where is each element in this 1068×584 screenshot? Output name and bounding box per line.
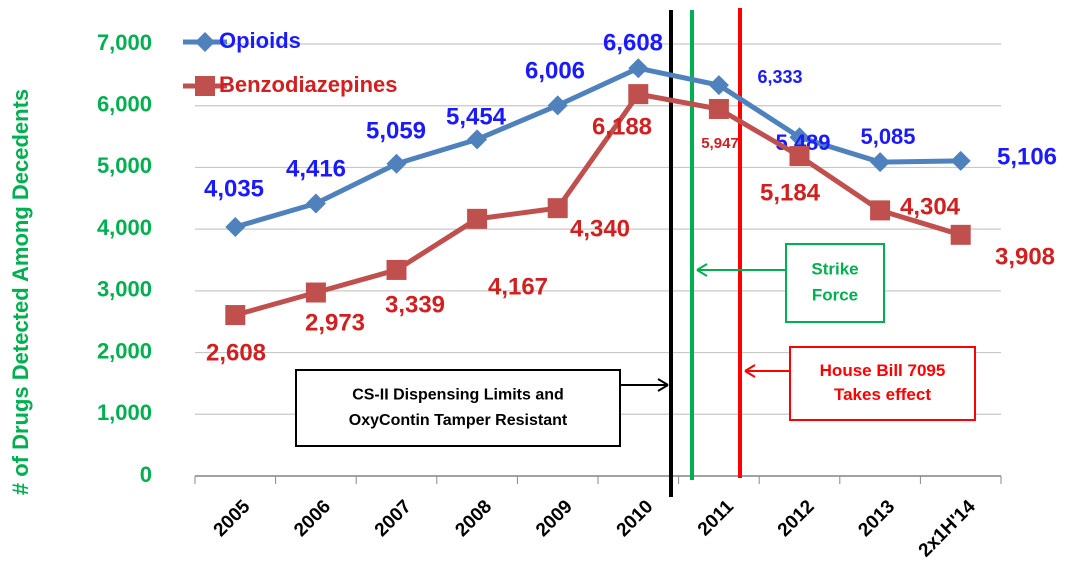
data-label: 5,184 [760,179,821,206]
data-label: 6,333 [757,67,802,87]
series-line [234,91,962,318]
y-tick-label: 3,000 [97,277,152,302]
marker [708,75,729,96]
marker [305,193,326,214]
data-label: 5,085 [860,124,915,149]
annotation-text: OxyContin Tamper Resistant [349,412,568,429]
series-line [234,65,961,230]
data-label: 4,340 [570,215,630,242]
x-tick-label: 2007 [371,496,416,541]
data-label: 5,106 [997,143,1057,170]
data-label: 2,608 [206,339,266,366]
marker [305,282,326,303]
data-label: 4,167 [488,273,548,300]
marker [789,146,810,167]
legend-label: Opioids [219,28,301,53]
marker [547,198,568,219]
annotation-box [789,346,976,421]
marker [225,216,246,237]
marker [225,305,246,326]
data-label: 6,608 [603,29,663,56]
x-tick-label: 2005 [210,496,255,541]
arrow-head [696,263,708,277]
x-tick-label: 2012 [774,496,819,541]
marker [386,259,407,280]
marker [386,153,407,174]
legend-marker [195,76,215,96]
x-tick-label: 2006 [290,496,335,541]
marker [870,152,891,173]
y-tick-label: 7,000 [97,30,152,55]
x-tick-label: 2009 [532,496,577,541]
y-tick-label: 0 [140,462,152,487]
marker [547,95,568,116]
annotation-text: Takes effect [834,385,931,404]
marker [467,129,488,150]
annotation-text: Strike [811,259,858,278]
x-tick-label: 2011 [694,496,738,540]
y-tick-label: 6,000 [97,92,152,117]
annotation-text: CS-II Dispensing Limits and [352,387,564,404]
data-label: 6,006 [525,57,585,84]
x-tick-label: 2x1H'14 [915,496,980,561]
annotation-text: Force [812,285,858,304]
data-label: 2,973 [305,309,365,336]
data-label: 5,454 [446,103,507,130]
marker [467,208,488,229]
y-tick-label: 4,000 [97,215,152,240]
marker [789,127,810,148]
arrow-head [744,364,756,378]
legend-label: Benzodiazepines [219,72,397,97]
data-label: 5,059 [366,117,426,144]
data-label: 4,416 [286,155,346,182]
x-tick-label: 2008 [451,496,496,541]
data-label: 4,304 [900,193,961,220]
x-tick-label: 2010 [613,496,658,541]
y-tick-label: 5,000 [97,153,152,178]
data-label: 6,188 [592,113,652,140]
marker [870,200,891,221]
arrow-head [657,378,669,392]
marker [708,98,729,119]
y-tick-label: 1,000 [97,400,152,425]
data-label: 3,908 [995,243,1055,270]
marker [628,58,649,79]
data-label: 4,035 [204,175,264,202]
marker [950,150,971,171]
annotation-box [295,369,621,447]
y-axis-label: # of Drugs Detected Among Decedents [8,89,33,495]
legend-marker [195,32,215,52]
marker [950,224,971,245]
data-label: 5,947 [701,135,739,152]
x-tick-label: 2013 [854,496,899,541]
data-label: 3,339 [385,291,445,318]
y-tick-label: 2,000 [97,338,152,363]
annotation-box [785,243,885,323]
marker [628,84,649,105]
annotation-text: House Bill 7095 [820,361,946,380]
